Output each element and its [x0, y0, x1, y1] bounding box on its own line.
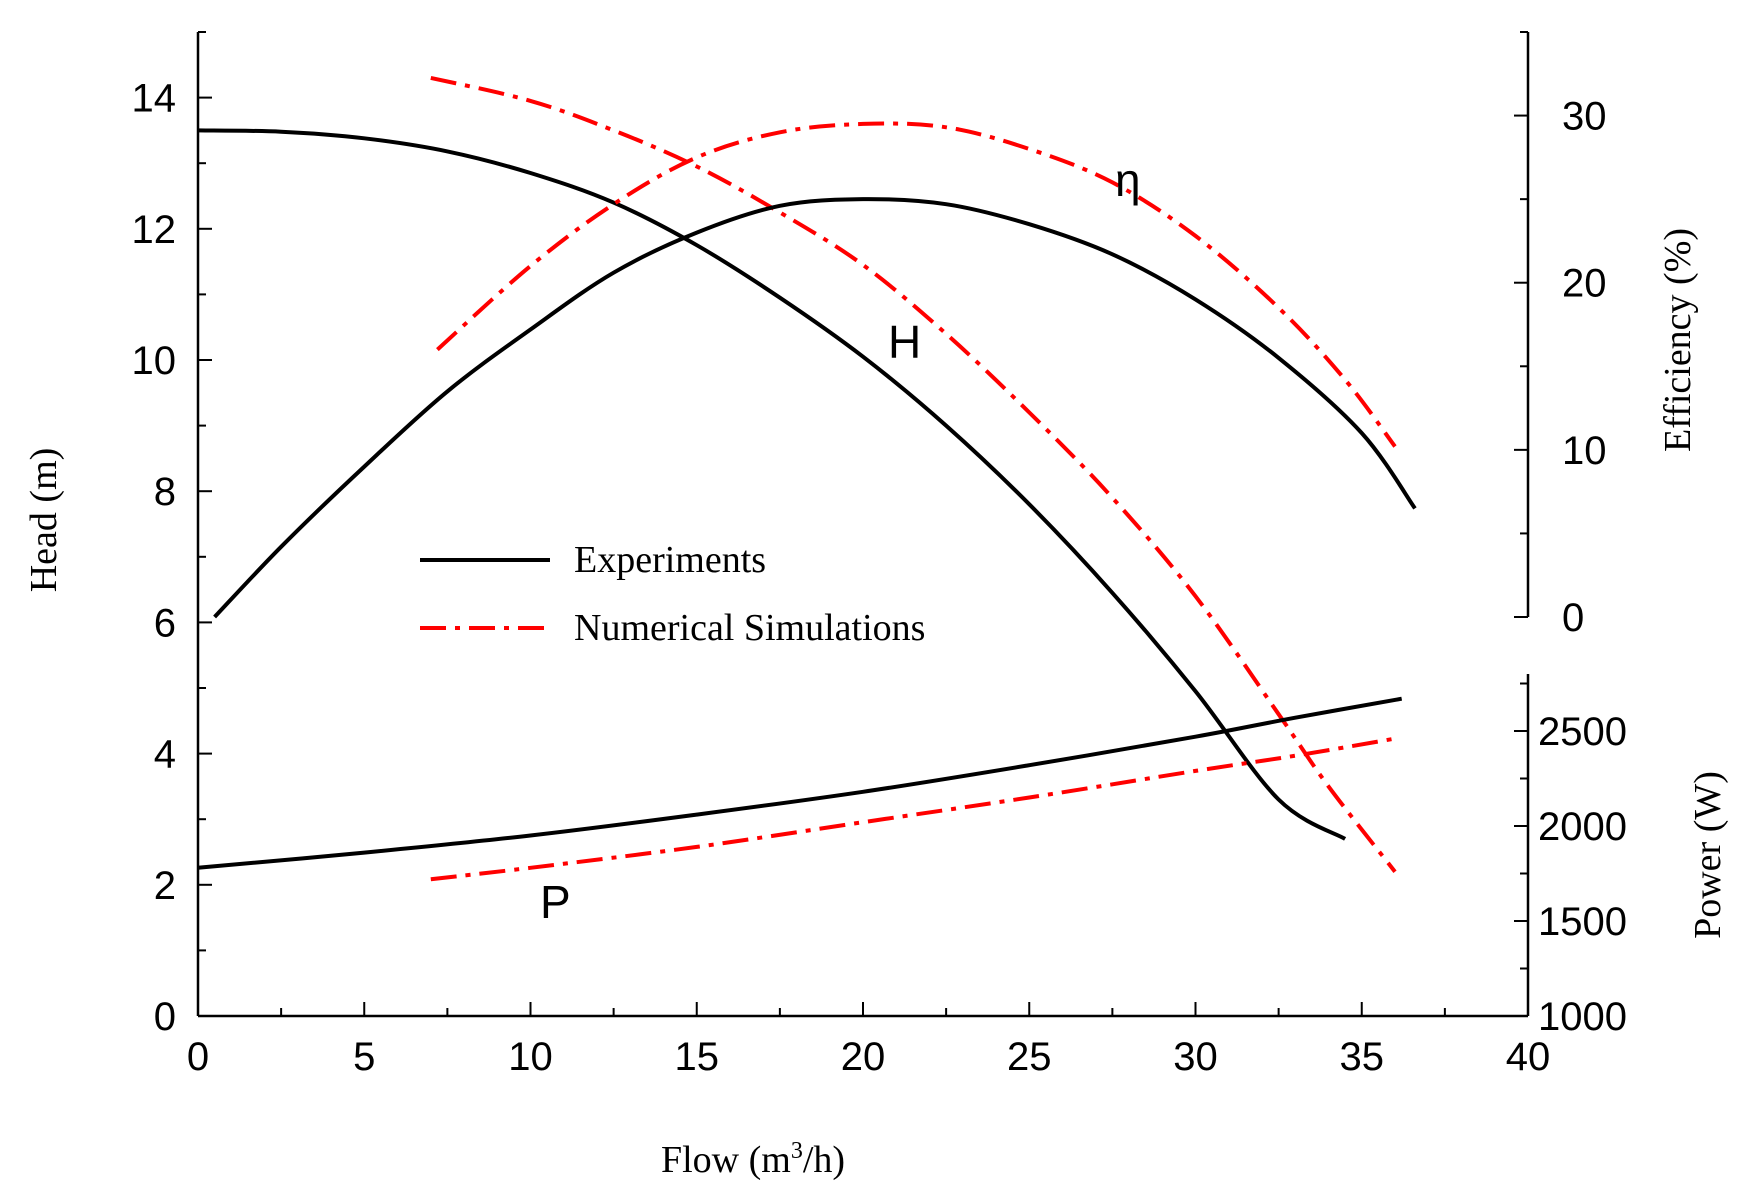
efficiency-tick-label: 10	[1562, 429, 1607, 473]
head-axis-title: Head (m)	[23, 448, 65, 593]
head-tick-label: 0	[154, 995, 176, 1039]
simulation-head-curve	[430, 75, 1397, 873]
power-curve-label: P	[540, 876, 571, 928]
experiment-efficiency-curve	[213, 197, 1417, 619]
x-tick-label: 40	[1506, 1035, 1551, 1079]
power-tick-label: 2000	[1538, 805, 1627, 849]
experiment-head-curve	[197, 128, 1347, 841]
legend-label-experiments: Experiments	[574, 539, 766, 581]
x-tick-label: 15	[675, 1035, 720, 1079]
simulation-efficiency-curve	[436, 121, 1397, 448]
x-tick-label: 5	[353, 1035, 375, 1079]
x-tick-label: 0	[187, 1035, 209, 1079]
legend: Experiments Numerical Simulations	[420, 539, 925, 649]
x-axis-title-tail: /h)	[803, 1139, 845, 1181]
x-tick-label: 30	[1173, 1035, 1218, 1079]
efficiency-curve-label: η	[1115, 154, 1141, 206]
head-tick-label: 12	[132, 208, 177, 252]
head-tick-label: 10	[132, 339, 177, 383]
x-tick-label: 35	[1340, 1035, 1385, 1079]
legend-label-simulations: Numerical Simulations	[574, 607, 925, 649]
efficiency-tick-label: 30	[1562, 95, 1607, 139]
experiment-power-curve	[197, 696, 1403, 870]
x-tick-label: 20	[841, 1035, 886, 1079]
x-axis-title-main: Flow (m	[661, 1139, 791, 1181]
axes-group: 0 5 10 15 20 25 30 35 40 0 2 4 6 8 10 12 14 0 10 20 30 1000 15…	[132, 31, 1627, 1079]
head-tick-label: 14	[132, 77, 177, 121]
head-curve-label: H	[888, 316, 921, 368]
power-tick-label: 2500	[1538, 710, 1627, 754]
efficiency-axis-title: Efficiency (%)	[1657, 228, 1699, 452]
head-tick-label: 8	[154, 470, 176, 514]
head-tick-label: 2	[154, 864, 176, 908]
head-tick-label: 6	[154, 601, 176, 645]
x-tick-label: 25	[1007, 1035, 1052, 1079]
efficiency-tick-label: 20	[1562, 262, 1607, 306]
head-tick-label: 4	[154, 733, 176, 777]
power-tick-label: 1000	[1538, 995, 1627, 1039]
x-axis-title-superscript: 3	[791, 1138, 803, 1164]
power-tick-label: 1500	[1538, 900, 1627, 944]
curves-group	[197, 75, 1417, 882]
x-axis-title: Flow (m3/h)	[661, 1138, 845, 1181]
x-tick-label: 10	[508, 1035, 553, 1079]
efficiency-tick-label: 0	[1562, 596, 1584, 640]
simulation-power-curve	[430, 736, 1396, 882]
power-axis-title: Power (W)	[1687, 771, 1729, 939]
